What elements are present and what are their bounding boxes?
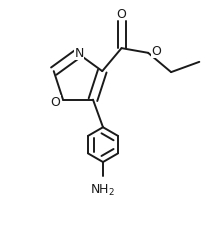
Text: N: N bbox=[74, 47, 84, 60]
Text: O: O bbox=[50, 96, 60, 109]
Text: NH$_2$: NH$_2$ bbox=[91, 182, 116, 197]
Text: O: O bbox=[117, 8, 126, 21]
Text: O: O bbox=[151, 45, 161, 58]
